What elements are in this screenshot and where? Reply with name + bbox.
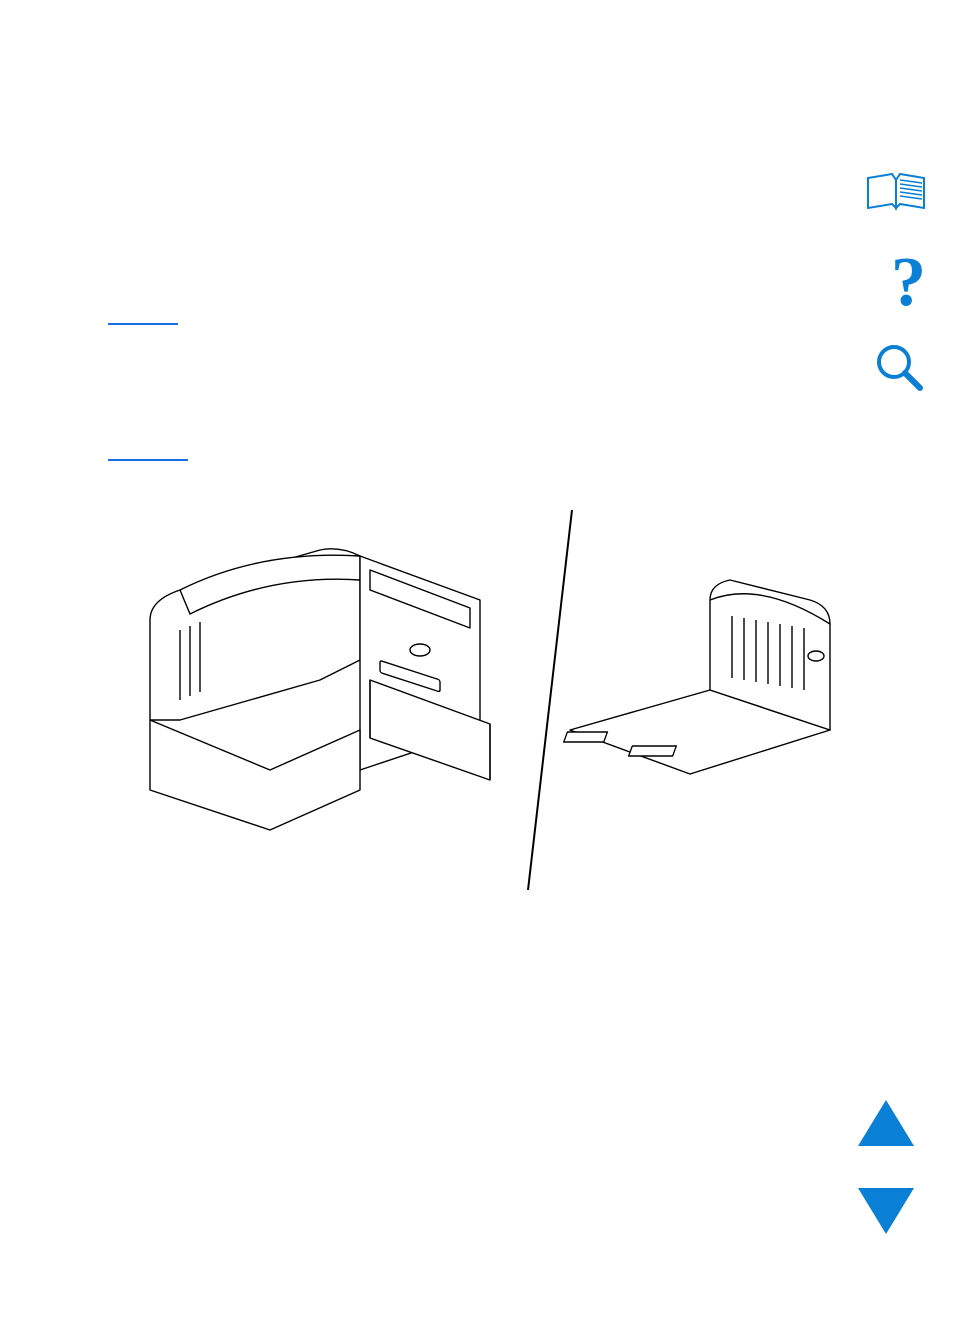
magnifier-icon[interactable] xyxy=(874,342,926,394)
hyperlink-underline[interactable] xyxy=(108,459,188,461)
hyperlink-underline[interactable] xyxy=(108,323,178,325)
printer-with-duplexer-illustration: ' xyxy=(120,530,530,860)
page-root: ? ' xyxy=(0,0,954,1321)
duplexer-standalone-illustration xyxy=(560,560,840,810)
help-icon[interactable]: ? xyxy=(891,248,926,318)
page-up-button[interactable] xyxy=(858,1100,914,1146)
illustration-region: ' xyxy=(120,520,840,880)
help-glyph: ? xyxy=(891,244,926,321)
book-icon[interactable] xyxy=(866,170,926,212)
panel-divider xyxy=(522,510,582,890)
page-down-button[interactable] xyxy=(858,1188,914,1234)
